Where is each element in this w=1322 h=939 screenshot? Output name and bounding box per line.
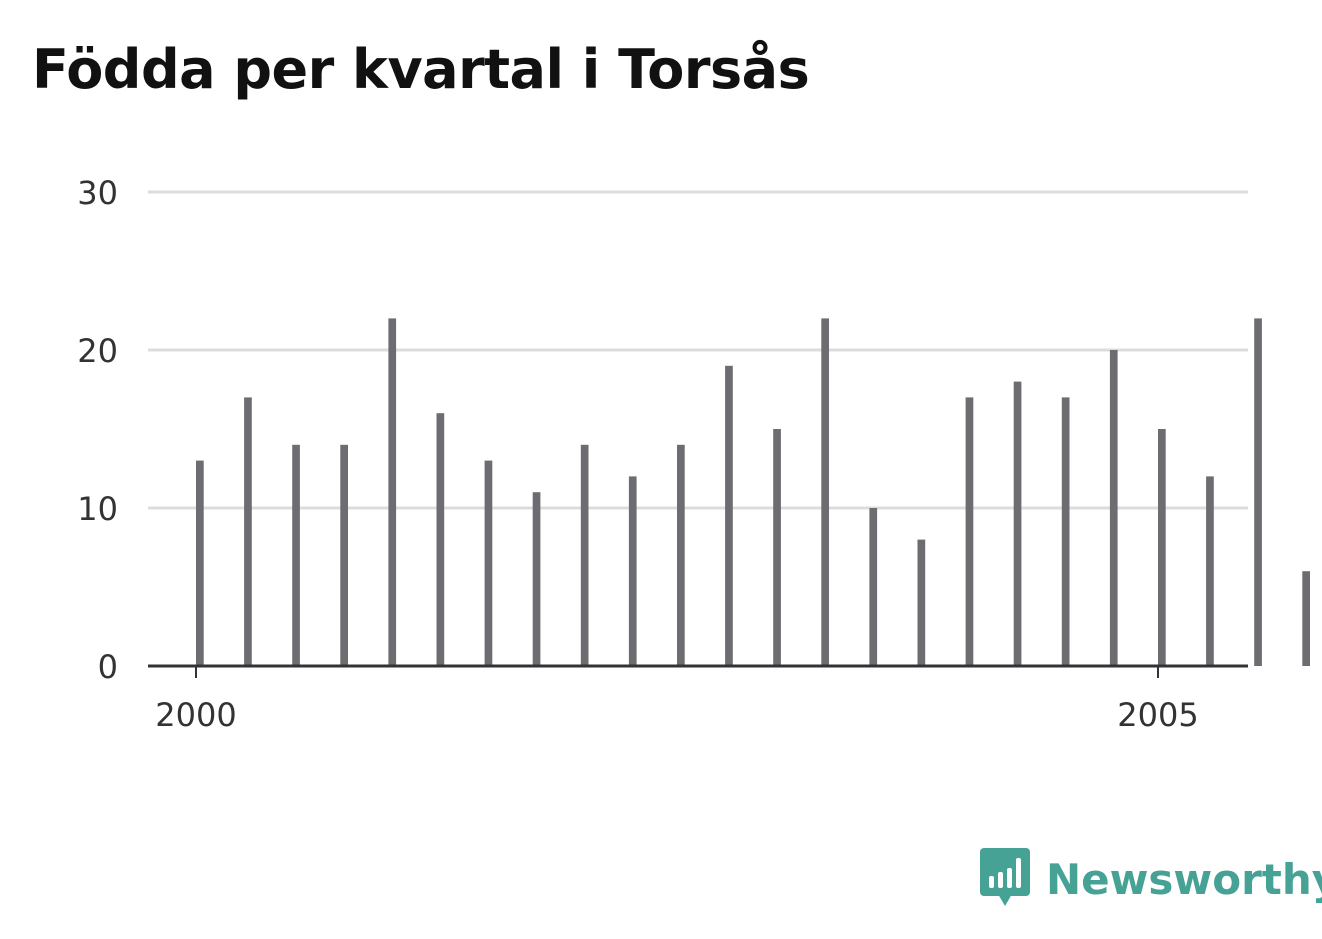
bar <box>1013 381 1022 666</box>
bar <box>1109 350 1118 666</box>
brand-name: Newsworthy <box>1046 854 1322 904</box>
bar <box>388 318 397 666</box>
bar <box>869 508 878 666</box>
y-tick-label: 30 <box>77 174 118 212</box>
bar <box>580 444 589 666</box>
brand-logo: Newsworthy <box>980 848 1322 910</box>
bars <box>196 318 1310 666</box>
bar <box>532 492 541 666</box>
bar <box>821 318 829 666</box>
bar <box>1206 476 1214 666</box>
bar <box>340 444 348 666</box>
bar <box>244 397 252 666</box>
newsworthy-logo-icon <box>980 848 1030 906</box>
bar <box>773 429 781 666</box>
bar <box>484 460 493 666</box>
bar <box>1158 429 1166 666</box>
bar <box>917 539 926 666</box>
bar <box>725 365 733 666</box>
x-tick-label: 2000 <box>155 696 236 734</box>
bar <box>1302 571 1310 666</box>
labels: 010203015200020052010201520202025 <box>77 174 1198 734</box>
bar-chart: 010203015200020052010201520202025 <box>77 174 1310 734</box>
y-tick-label: 0 <box>98 648 118 686</box>
bar <box>436 413 445 666</box>
bar <box>1254 318 1262 666</box>
bar <box>292 444 300 666</box>
y-tick-label: 10 <box>77 490 118 528</box>
bar <box>1061 397 1070 666</box>
axes <box>148 664 1248 678</box>
bar <box>677 444 685 666</box>
x-tick-label: 2005 <box>1117 696 1198 734</box>
bar <box>628 476 637 666</box>
bar <box>965 397 974 666</box>
gridlines <box>148 190 1248 510</box>
y-tick-label: 20 <box>77 332 118 370</box>
bar <box>196 460 204 666</box>
chart-title: Födda per kvartal i Torsås <box>32 38 810 101</box>
